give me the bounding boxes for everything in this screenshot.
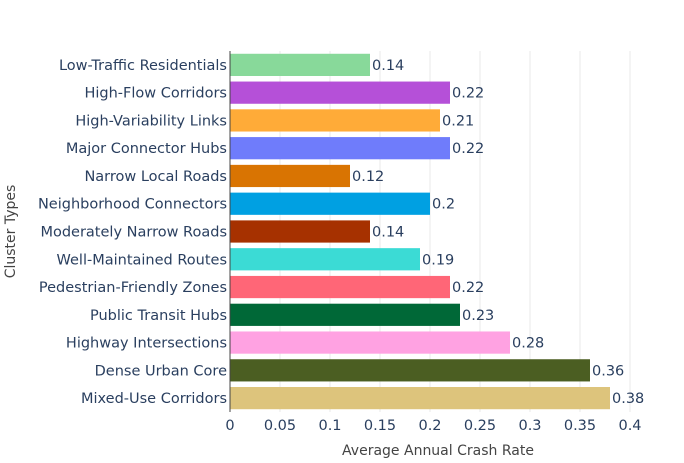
x-tick-label: 0.05 bbox=[264, 418, 296, 434]
x-tick-label: 0.35 bbox=[564, 418, 596, 434]
x-tick-label: 0.2 bbox=[418, 418, 441, 434]
bar[interactable] bbox=[230, 81, 450, 104]
category-label: Public Transit Hubs bbox=[90, 308, 227, 324]
category-label: Narrow Local Roads bbox=[84, 169, 227, 185]
category-labels: Low-Traffic Residentials High-Flow Corrid… bbox=[38, 58, 227, 407]
value-label: 0.28 bbox=[512, 336, 544, 352]
bar[interactable] bbox=[230, 359, 590, 382]
x-tick-labels: 0 0.05 0.1 0.15 0.2 0.25 0.3 0.35 0.4 bbox=[225, 418, 641, 434]
category-label: High-Flow Corridors bbox=[84, 86, 227, 102]
bars bbox=[230, 53, 610, 410]
value-label: 0.12 bbox=[352, 169, 384, 185]
bar[interactable] bbox=[230, 137, 450, 160]
bar[interactable] bbox=[230, 164, 350, 188]
bar[interactable] bbox=[230, 192, 430, 215]
y-axis-title: Cluster Types bbox=[3, 185, 19, 279]
bar[interactable] bbox=[230, 248, 420, 271]
value-label: 0.2 bbox=[432, 197, 455, 213]
category-label: Mixed-Use Corridors bbox=[81, 391, 227, 407]
bar[interactable] bbox=[230, 220, 370, 243]
value-label: 0.22 bbox=[452, 280, 484, 296]
x-tick-label: 0.25 bbox=[464, 418, 496, 434]
category-label: Dense Urban Core bbox=[95, 363, 227, 379]
value-label: 0.22 bbox=[452, 141, 484, 157]
x-tick-label: 0.1 bbox=[318, 418, 341, 434]
value-label: 0.21 bbox=[442, 113, 474, 129]
bar[interactable] bbox=[230, 109, 440, 132]
value-label: 0.23 bbox=[462, 308, 494, 324]
bar[interactable] bbox=[230, 331, 510, 354]
category-label: Highway Intersections bbox=[66, 336, 227, 352]
category-label: Pedestrian-Friendly Zones bbox=[39, 280, 227, 296]
x-axis-title: Average Annual Crash Rate bbox=[342, 443, 534, 459]
bar[interactable] bbox=[230, 53, 370, 76]
x-tick-label: 0.15 bbox=[364, 418, 396, 434]
value-label: 0.22 bbox=[452, 86, 484, 102]
value-label: 0.14 bbox=[372, 225, 404, 241]
bar[interactable] bbox=[230, 387, 610, 410]
category-label: Neighborhood Connectors bbox=[38, 197, 227, 213]
category-label: High-Variability Links bbox=[75, 113, 227, 129]
value-label: 0.19 bbox=[422, 252, 454, 268]
value-labels: 0.14 0.22 0.21 0.22 0.12 0.2 0.14 0.19 0.22 0.23 0… bbox=[352, 58, 644, 407]
x-tick-label: 0.3 bbox=[518, 418, 541, 434]
value-label: 0.36 bbox=[592, 363, 624, 379]
value-label: 0.14 bbox=[372, 58, 404, 74]
category-label: Moderately Narrow Roads bbox=[40, 225, 227, 241]
category-label: Well-Maintained Routes bbox=[57, 252, 227, 268]
x-tick-label: 0.4 bbox=[618, 418, 641, 434]
value-label: 0.38 bbox=[612, 391, 644, 407]
bar[interactable] bbox=[230, 303, 460, 326]
x-tick-label: 0 bbox=[225, 418, 234, 434]
category-label: Major Connector Hubs bbox=[66, 141, 227, 157]
category-label: Low-Traffic Residentials bbox=[59, 58, 227, 74]
bar[interactable] bbox=[230, 275, 450, 299]
